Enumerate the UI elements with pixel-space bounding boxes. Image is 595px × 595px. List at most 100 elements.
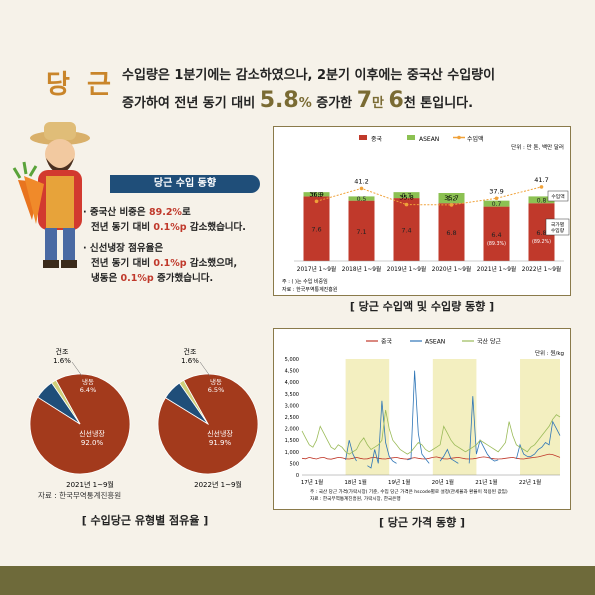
bar-label-china: 7.6	[311, 226, 321, 234]
amount-point	[404, 202, 409, 207]
chart-source: 자료 : 한국무역통계진흥원, 가락시장, 한국은행	[310, 495, 401, 502]
pie-caption: [ 수입당근 유형별 점유율 ]	[81, 514, 209, 527]
y-tick-label: 2,000	[285, 427, 299, 433]
pie-value-fresh: 91.9%	[209, 439, 232, 447]
headline-line-2: 증가하여 전년 동기 대비 5.8% 증가한 7만 6천 톤입니다.	[122, 88, 473, 113]
bullet-highlight: 89.2%	[148, 207, 182, 218]
y-tick-label: 4,000	[285, 380, 299, 386]
bullet-text: · 신선냉장 점유율은	[83, 243, 164, 254]
x-tick-label: 20년 1월	[432, 478, 454, 486]
y-tick-label: 1,000	[285, 450, 299, 456]
bar-label-asean: 0.5	[312, 192, 322, 199]
legend-label: 국산 당근	[477, 338, 501, 346]
bar-label-asean: 0.7	[402, 193, 412, 200]
x-tick-label: 22년 1월	[519, 478, 541, 486]
x-tick-label: 2017년 1~9월	[297, 265, 337, 273]
legend-swatch	[359, 135, 367, 140]
amount-label: 41.7	[534, 176, 548, 184]
pie-source: 자료 : 한국무역통계진흥원	[38, 491, 122, 500]
pie-title: 2021년 1~9월	[66, 480, 114, 489]
amount-point	[494, 196, 499, 201]
pie-title: 2022년 1~9월	[194, 480, 242, 489]
headline-title: 당 근	[46, 70, 115, 100]
amount-label: 35.8	[399, 194, 413, 202]
legend-label: 수입액	[467, 135, 484, 143]
side-label-amount: 수입액	[551, 193, 564, 200]
amount-point	[539, 185, 544, 189]
bullet-text: · 중국산 비중은	[83, 207, 146, 218]
unit-label: 단위 : 원/kg	[535, 349, 564, 357]
legend-swatch	[407, 135, 415, 140]
pie-value-frozen: 6.5%	[208, 386, 225, 394]
bullet-text: 로	[181, 207, 191, 218]
x-tick-label: 19년 1월	[388, 478, 410, 486]
bullet-text: 감소했으며,	[189, 258, 238, 269]
amount-label: 35.7	[444, 194, 458, 202]
bar-label-china: 6.8	[446, 229, 456, 237]
amount-label: 37.9	[489, 187, 503, 195]
pie-slice-dried	[51, 379, 81, 425]
bullet-1-line-2: 전년 동기 대비 0.1%p 감소했습니다.	[83, 220, 273, 235]
pie-value-frozen: 6.4%	[80, 386, 97, 394]
bar-asean	[303, 192, 330, 197]
legend-label: 중국	[381, 339, 393, 346]
bullet-text: 감소했습니다.	[189, 222, 246, 233]
bullet-2-line-3: 냉동은 0.1%p 증가했습니다.	[83, 271, 273, 286]
bullet-text: 냉동은	[91, 273, 118, 284]
pie-label-frozen: 냉동	[82, 377, 94, 386]
shaded-year-band	[345, 359, 390, 475]
bar-label-asean: 1.2	[447, 196, 457, 203]
amount-label: 36.9	[309, 190, 323, 198]
bullet-1-line-1: · 중국산 비중은 89.2%로	[83, 205, 273, 220]
amount-line	[316, 186, 542, 206]
headline-amount-1: 7	[356, 88, 372, 113]
pie-label-dried: 건조	[56, 347, 69, 356]
shaded-year-band	[520, 359, 560, 475]
side-box	[545, 218, 570, 236]
pie-slice-dried	[178, 379, 209, 425]
bullet-2-line-1: · 신선냉장 점유율은	[83, 241, 273, 256]
y-tick-label: 3,500	[285, 392, 299, 398]
amount-point	[359, 186, 364, 191]
side-box	[547, 190, 569, 202]
bar-china	[438, 203, 465, 261]
headline-amount-2: 6	[388, 88, 404, 113]
amount-label: 41.2	[354, 177, 368, 185]
x-tick-label: 17년 1월	[301, 478, 323, 486]
y-tick-label: 2,500	[285, 415, 299, 421]
domestic-price-line	[301, 409, 561, 455]
bar-label-china: 7.4	[401, 227, 411, 235]
farmer-illustration	[12, 122, 90, 268]
bar-chart-caption: [ 당근 수입액 및 수입량 동향 ]	[349, 300, 495, 313]
chart-note: 주 : ( )는 수입 비중임	[282, 278, 328, 285]
bullet-highlight: 0.1%p	[153, 222, 187, 233]
legend-label: ASEAN	[419, 136, 439, 143]
legend-swatch	[457, 135, 461, 140]
x-tick-label: 2019년 1~9월	[387, 265, 427, 273]
bar-china	[483, 206, 510, 261]
bullet-highlight: 0.1%p	[120, 273, 154, 284]
pie-leader-line	[71, 361, 83, 377]
y-tick-label: 3,000	[285, 403, 299, 409]
y-tick-label: 500	[289, 461, 299, 467]
y-tick-label: 5,000	[285, 357, 299, 363]
y-tick-label: 1,500	[285, 438, 299, 444]
bar-label-china: 6.4	[491, 231, 501, 239]
y-tick-label: 4,500	[285, 369, 299, 375]
headline-percent: %	[298, 96, 312, 111]
side-label-volume-2: 수입량	[551, 227, 565, 234]
chart-source: 자료 : 한국무역통계진흥원	[282, 286, 338, 293]
pie-value-fresh: 92.0%	[81, 439, 104, 447]
headline-text-a: 증가하여 전년 동기 대비	[122, 96, 256, 111]
pie-label-dried: 건조	[184, 347, 197, 356]
x-tick-label: 2022년 1~9월	[522, 265, 562, 273]
y-tick-label: 0	[296, 473, 299, 479]
bullet-highlight: 0.1%p	[153, 258, 187, 269]
legend-label: ASEAN	[425, 339, 445, 346]
bar-label-asean: 0.8	[537, 197, 547, 204]
headline-unit-1: 만	[372, 96, 384, 111]
chart-note: 주 : 국산 당근 가격(가락시장) 기준, 수입 당근 가격은 hscode별…	[310, 488, 508, 495]
pie-value-dried: 1.6%	[181, 357, 199, 365]
